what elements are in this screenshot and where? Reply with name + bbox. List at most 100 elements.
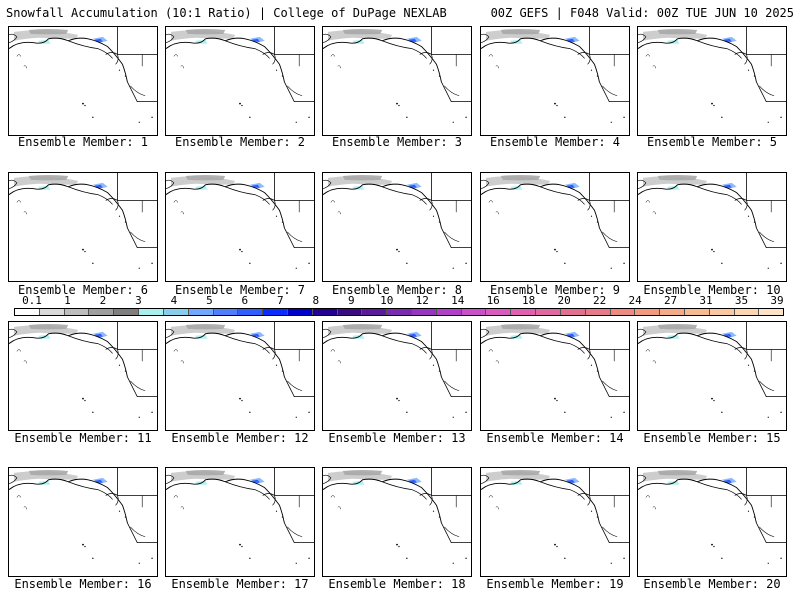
coastline xyxy=(323,332,442,378)
map-svg xyxy=(323,468,471,564)
coastline xyxy=(173,349,184,364)
coastline xyxy=(481,37,600,83)
coastline xyxy=(9,179,18,189)
colorbar-swatch xyxy=(139,309,164,315)
colorbar-swatch xyxy=(64,309,90,315)
ensemble-member-label: Ensemble Member: 18 xyxy=(328,577,466,591)
island xyxy=(596,516,599,518)
border xyxy=(287,54,303,97)
island xyxy=(452,416,454,418)
colorbar-swatch xyxy=(560,309,586,315)
island xyxy=(721,557,723,560)
island xyxy=(151,262,153,265)
coastline xyxy=(323,478,442,524)
island xyxy=(151,411,153,414)
coastline xyxy=(645,200,656,215)
colorbar xyxy=(14,308,784,316)
border xyxy=(274,468,314,544)
coastline xyxy=(645,54,656,69)
coastline xyxy=(638,478,757,524)
island xyxy=(780,262,782,265)
ensemble-member-label: Ensemble Member: 4 xyxy=(489,135,621,149)
coastline xyxy=(225,186,270,205)
coastline xyxy=(173,200,184,215)
coastline xyxy=(638,33,647,43)
island xyxy=(554,102,556,105)
border xyxy=(287,349,303,392)
coastline xyxy=(166,478,285,524)
border xyxy=(130,54,146,97)
coastline xyxy=(68,335,113,354)
island xyxy=(452,562,454,564)
coastline xyxy=(323,179,332,189)
colorbar-tick-label: 1 xyxy=(64,294,71,307)
island xyxy=(92,411,94,414)
island xyxy=(780,116,782,119)
coastline xyxy=(173,495,184,510)
coastline xyxy=(638,183,757,229)
ensemble-member-label: Ensemble Member: 15 xyxy=(643,431,781,445)
island xyxy=(432,510,435,512)
coastline xyxy=(262,198,276,211)
colorbar-swatch xyxy=(188,309,214,315)
coastline xyxy=(105,198,119,211)
colorbar-swatch xyxy=(461,309,487,315)
border xyxy=(287,200,303,243)
coastline xyxy=(262,52,276,65)
border xyxy=(274,173,314,249)
island xyxy=(554,248,556,251)
island xyxy=(275,215,278,217)
island xyxy=(556,399,558,402)
island xyxy=(281,370,284,372)
colorbar-tick-label: 31 xyxy=(699,294,713,307)
island xyxy=(241,545,243,548)
island xyxy=(767,416,769,418)
snow-shading xyxy=(342,174,383,181)
ensemble-member-map xyxy=(480,467,630,577)
island xyxy=(151,557,153,560)
island xyxy=(281,75,284,77)
island xyxy=(82,248,84,251)
ensemble-member-map xyxy=(637,467,787,577)
coastline xyxy=(419,52,433,65)
island xyxy=(396,397,398,400)
ensemble-member-label: Ensemble Member: 10 xyxy=(643,283,781,297)
island xyxy=(249,411,251,414)
coastline xyxy=(638,328,647,338)
border xyxy=(274,27,314,103)
colorbar-tick-label: 16 xyxy=(486,294,500,307)
island xyxy=(398,399,400,402)
ensemble-member-map xyxy=(637,172,787,282)
coastline xyxy=(540,186,585,205)
ensemble-member-label: Ensemble Member: 17 xyxy=(171,577,309,591)
ensemble-member-map xyxy=(165,172,315,282)
island xyxy=(82,397,84,400)
ensemble-member-map xyxy=(165,26,315,136)
coastline xyxy=(323,474,332,484)
island xyxy=(398,104,400,107)
coastline xyxy=(330,54,341,69)
island xyxy=(590,215,593,217)
coastline xyxy=(577,198,591,211)
coastline xyxy=(645,349,656,364)
border xyxy=(759,54,775,97)
island xyxy=(452,267,454,269)
island xyxy=(623,411,625,414)
coastline xyxy=(105,52,119,65)
coastline xyxy=(697,335,742,354)
ensemble-member-label: Ensemble Member: 3 xyxy=(331,135,463,149)
ensemble-member-label: Ensemble Member: 19 xyxy=(486,577,624,591)
border xyxy=(746,27,786,103)
island xyxy=(554,397,556,400)
border xyxy=(589,27,629,103)
map-svg xyxy=(9,173,157,269)
coastline xyxy=(9,33,18,43)
island xyxy=(596,75,599,77)
island xyxy=(610,121,612,123)
coastline xyxy=(577,52,591,65)
island xyxy=(396,248,398,251)
border xyxy=(431,173,471,249)
coastline xyxy=(9,328,18,338)
border xyxy=(431,468,471,544)
island xyxy=(138,121,140,123)
